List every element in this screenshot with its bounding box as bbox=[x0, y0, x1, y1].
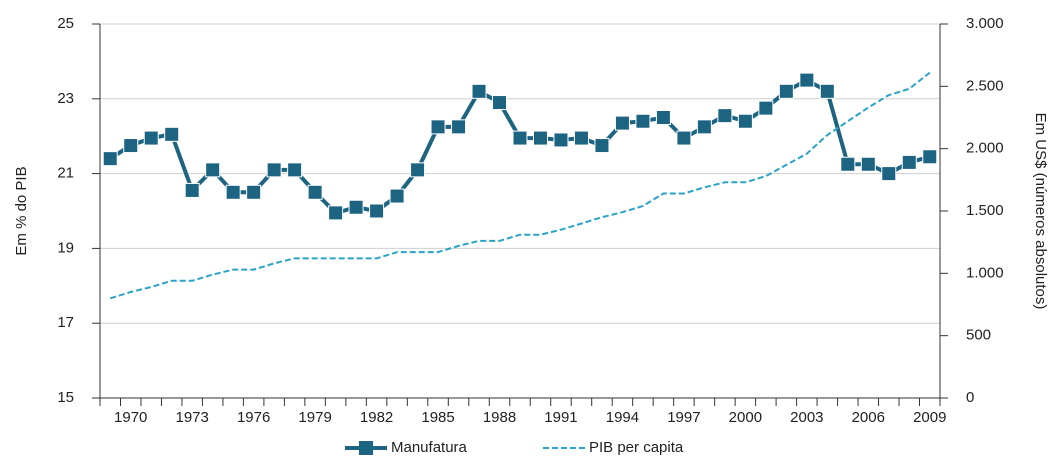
legend-label: PIB per capita bbox=[589, 439, 684, 456]
point-marker bbox=[225, 184, 241, 200]
point-marker bbox=[512, 130, 528, 146]
point-marker bbox=[348, 199, 364, 215]
point-marker bbox=[246, 184, 262, 200]
point-marker bbox=[901, 154, 917, 170]
point-marker bbox=[553, 132, 569, 148]
series-line bbox=[109, 71, 931, 300]
point-marker bbox=[594, 138, 610, 154]
point-marker bbox=[287, 162, 303, 178]
point-marker bbox=[922, 149, 938, 165]
y-tick-label: 15 bbox=[57, 389, 74, 406]
x-tick-label: 2009 bbox=[913, 409, 946, 426]
x-tick-label: 1988 bbox=[483, 409, 516, 426]
point-marker bbox=[389, 188, 405, 204]
point-marker bbox=[737, 113, 753, 129]
y-tick-label: 23 bbox=[57, 90, 74, 107]
x-tick-label: 1970 bbox=[114, 409, 147, 426]
point-marker bbox=[758, 100, 774, 116]
x-tick-label: 2003 bbox=[790, 409, 823, 426]
y-tick-label: 17 bbox=[57, 314, 74, 331]
y2-tick-label: 1.500 bbox=[966, 202, 1004, 219]
point-marker bbox=[573, 130, 589, 146]
y2-tick-label: 500 bbox=[966, 327, 991, 344]
point-marker bbox=[532, 130, 548, 146]
y2-tick-label: 2.500 bbox=[966, 77, 1004, 94]
point-marker bbox=[410, 162, 426, 178]
point-marker bbox=[205, 162, 221, 178]
y2-tick-label: 3.000 bbox=[966, 15, 1004, 32]
legend-label: Manufatura bbox=[391, 439, 468, 456]
x-tick-label: 1994 bbox=[606, 409, 639, 426]
y-axis-title: Em % do PIB bbox=[13, 166, 30, 255]
point-marker bbox=[819, 83, 835, 99]
point-marker bbox=[696, 119, 712, 135]
point-marker bbox=[451, 119, 467, 135]
point-marker bbox=[471, 83, 487, 99]
legend-marker bbox=[359, 441, 373, 455]
point-marker bbox=[266, 162, 282, 178]
x-tick-label: 2006 bbox=[852, 409, 885, 426]
x-tick-label: 1997 bbox=[667, 409, 700, 426]
x-tick-label: 1985 bbox=[421, 409, 454, 426]
x-tick-label: 1991 bbox=[544, 409, 577, 426]
y2-tick-label: 1.000 bbox=[966, 264, 1004, 281]
y2-tick-label: 0 bbox=[966, 389, 974, 406]
x-tick-label: 2000 bbox=[729, 409, 762, 426]
point-marker bbox=[430, 119, 446, 135]
point-marker bbox=[143, 130, 159, 146]
y2-axis-title: Em US$ (números absolutos) bbox=[1032, 113, 1049, 310]
y-tick-label: 21 bbox=[57, 165, 74, 182]
x-tick-label: 1976 bbox=[237, 409, 270, 426]
x-tick-label: 1979 bbox=[298, 409, 331, 426]
x-tick-label: 1973 bbox=[176, 409, 209, 426]
point-marker bbox=[184, 182, 200, 198]
point-marker bbox=[717, 108, 733, 124]
point-marker bbox=[328, 205, 344, 221]
point-marker bbox=[860, 156, 876, 172]
point-marker bbox=[676, 130, 692, 146]
y-tick-label: 19 bbox=[57, 239, 74, 256]
point-marker bbox=[492, 95, 508, 111]
point-marker bbox=[164, 126, 180, 142]
point-marker bbox=[307, 184, 323, 200]
point-marker bbox=[614, 115, 630, 131]
y2-tick-label: 2.000 bbox=[966, 140, 1004, 157]
point-marker bbox=[369, 203, 385, 219]
point-marker bbox=[635, 113, 651, 129]
point-marker bbox=[840, 156, 856, 172]
point-marker bbox=[778, 83, 794, 99]
point-marker bbox=[881, 166, 897, 182]
y-tick-label: 25 bbox=[57, 15, 74, 32]
point-marker bbox=[799, 72, 815, 88]
x-tick-label: 1982 bbox=[360, 409, 393, 426]
point-marker bbox=[655, 110, 671, 125]
point-marker bbox=[123, 138, 139, 154]
point-marker bbox=[102, 151, 118, 167]
